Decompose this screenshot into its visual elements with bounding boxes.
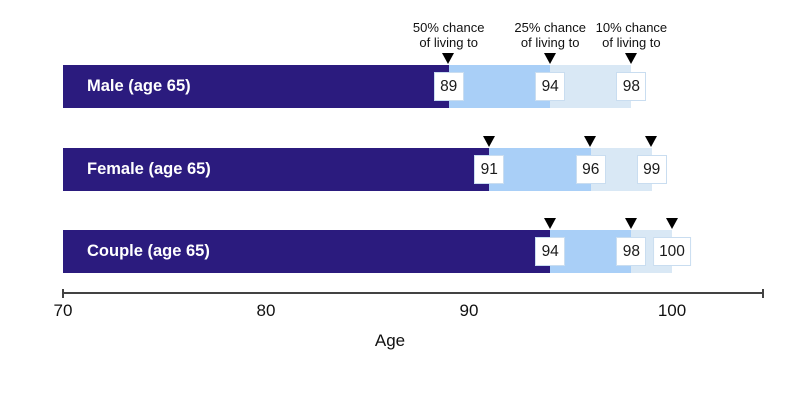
segment-50pct [63, 65, 449, 108]
marker-triangle-icon [624, 53, 637, 64]
column-header-line1: 10% chance [595, 20, 668, 35]
bar-label-male: Male (age 65) [87, 77, 191, 95]
x-axis-line [62, 289, 764, 298]
column-header-line1: 25% chance [514, 20, 586, 35]
marker-triangle-icon [645, 136, 658, 147]
marker-triangle-icon [442, 53, 455, 64]
value-box-10pct: 100 [653, 237, 691, 266]
value-box-10pct: 99 [636, 155, 667, 184]
value-box-50pct: 89 [433, 72, 464, 101]
column-header-50pct: 50% chance of living to [374, 20, 524, 50]
column-header-line1: 50% chance [412, 20, 485, 35]
value-box-25pct: 94 [535, 72, 566, 101]
column-header-10pct: 10% chance of living to [556, 20, 706, 50]
column-header-line2: of living to [602, 35, 661, 50]
bar-row-couple: Couple (age 65) 94 98 100 [0, 218, 800, 273]
bar-row-female: Female (age 65) 91 96 99 [0, 136, 800, 191]
segment-50pct [63, 230, 551, 273]
column-header-25pct: 25% chance of living to [475, 20, 625, 50]
segment-25pct [489, 148, 591, 191]
value-box-25pct: 96 [575, 155, 606, 184]
bar-label-couple: Couple (age 65) [87, 242, 210, 260]
marker-triangle-icon [665, 218, 678, 229]
marker-triangle-icon [584, 136, 597, 147]
segment-50pct [63, 148, 490, 191]
bar-row-male: Male (age 65) 89 94 98 [0, 53, 800, 108]
column-header-line2: of living to [419, 35, 478, 50]
value-box-10pct: 98 [616, 72, 647, 101]
segment-25pct [448, 65, 551, 108]
x-axis-tick-label: 90 [459, 301, 479, 320]
x-axis-tick-label: 100 [657, 301, 687, 320]
x-axis-tick-label: 70 [53, 301, 73, 320]
x-axis-tick-label: 80 [256, 301, 276, 320]
value-box-25pct: 98 [616, 237, 647, 266]
x-axis-title: Age [374, 331, 406, 350]
bar-label-female: Female (age 65) [87, 160, 211, 178]
value-box-50pct: 91 [474, 155, 505, 184]
marker-triangle-icon [482, 136, 495, 147]
marker-triangle-icon [624, 218, 637, 229]
marker-triangle-icon [543, 53, 556, 64]
column-header-line2: of living to [520, 35, 580, 50]
marker-triangle-icon [543, 218, 556, 229]
value-box-50pct: 94 [535, 237, 566, 266]
